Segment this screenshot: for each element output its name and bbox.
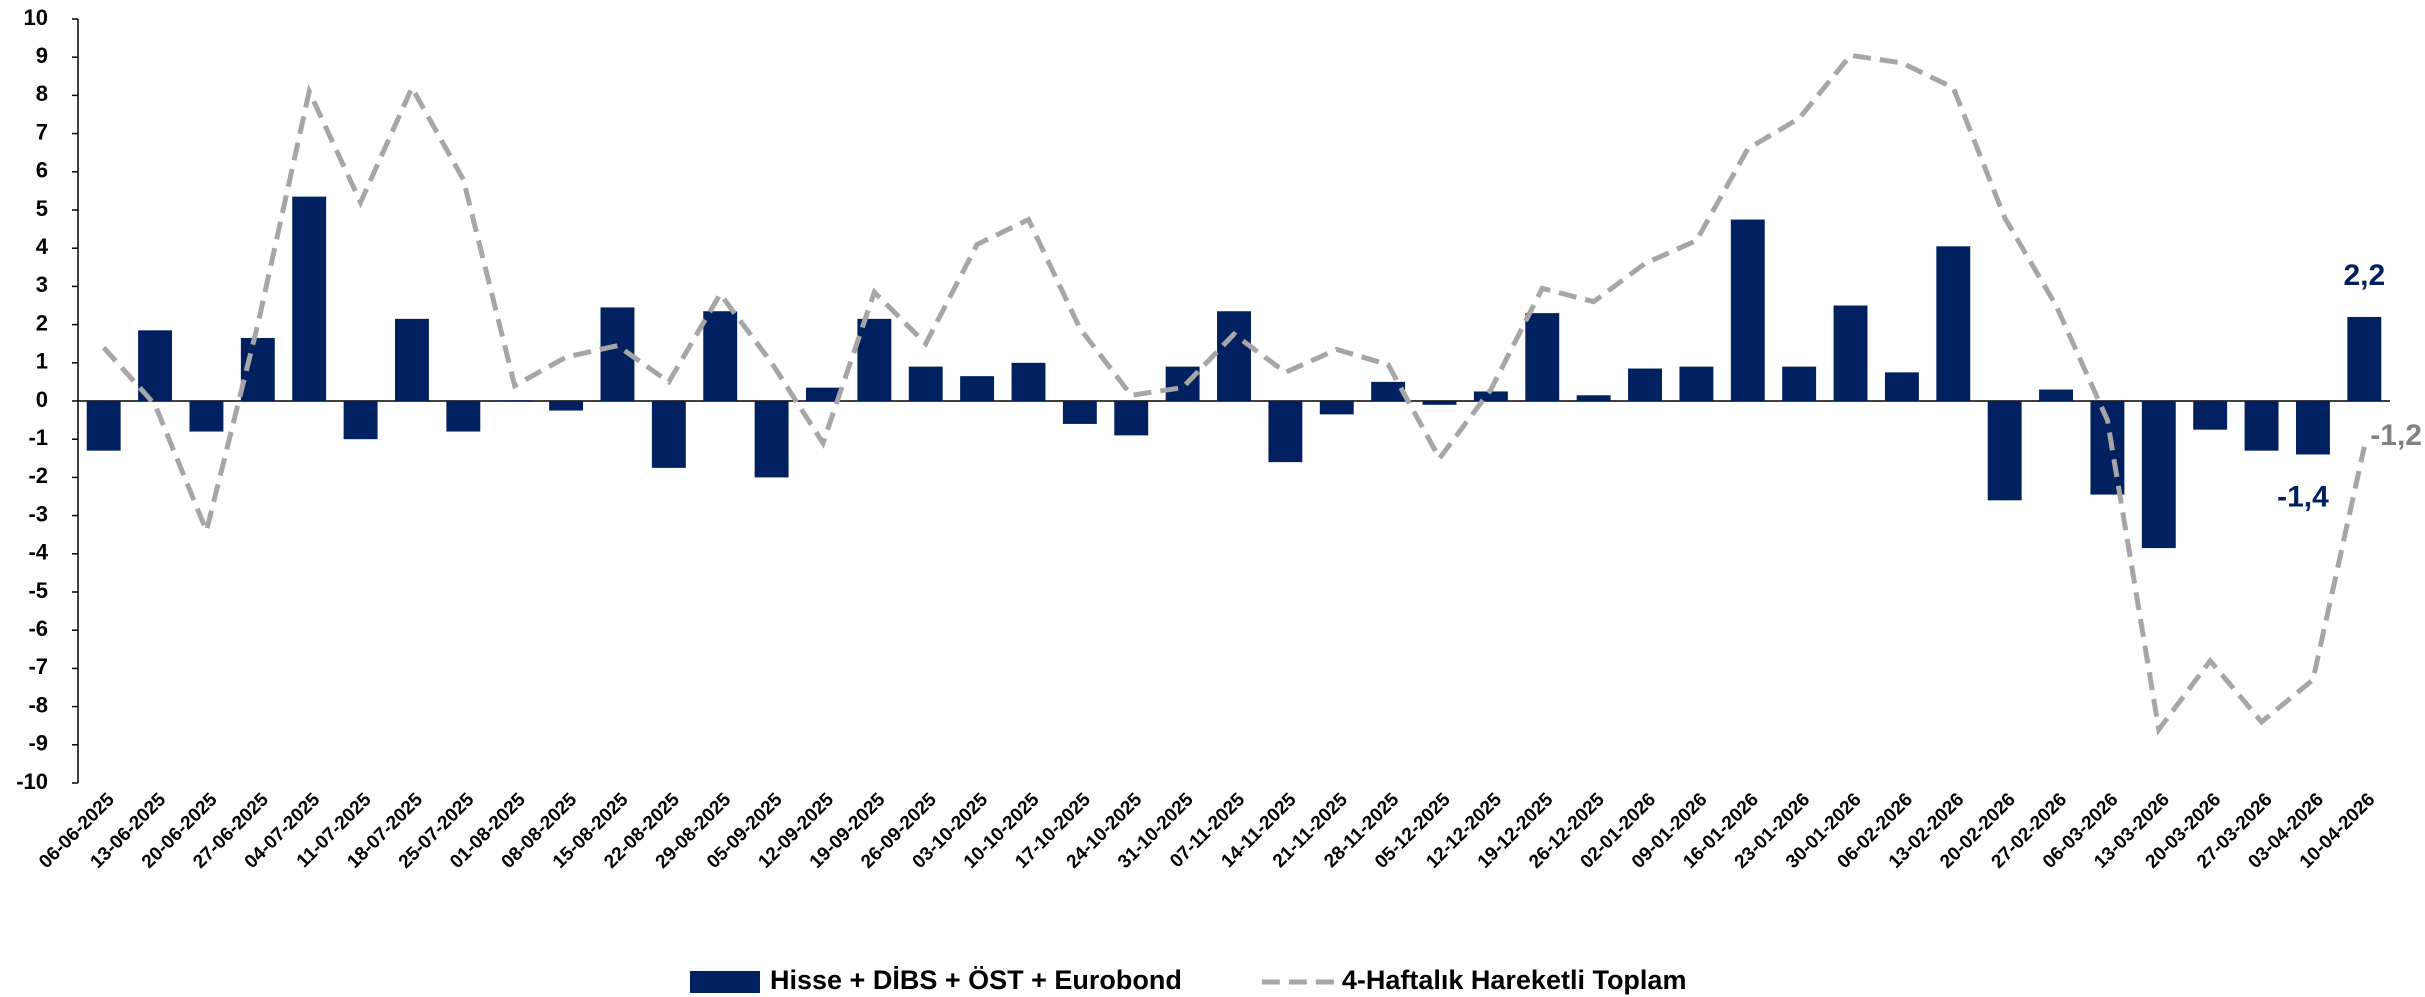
bar bbox=[1884, 372, 1919, 401]
bar bbox=[1525, 313, 1560, 401]
bar bbox=[343, 401, 378, 440]
bar bbox=[2347, 316, 2382, 401]
y-tick-label: -4 bbox=[28, 540, 48, 565]
bar bbox=[497, 400, 532, 401]
data-label: -1,2 bbox=[2370, 419, 2422, 452]
bar bbox=[395, 318, 429, 401]
bar bbox=[189, 401, 224, 432]
bar bbox=[2141, 401, 2176, 549]
bar bbox=[1936, 246, 1971, 401]
y-tick-label: 5 bbox=[36, 196, 48, 221]
bar bbox=[1217, 311, 1251, 401]
bar bbox=[1422, 401, 1457, 405]
bar bbox=[1473, 391, 1508, 401]
bar bbox=[1011, 362, 1046, 401]
bar bbox=[549, 401, 584, 411]
y-tick-label: -5 bbox=[28, 578, 48, 603]
y-tick-label: -8 bbox=[28, 692, 48, 717]
y-tick-label: -6 bbox=[28, 616, 48, 641]
legend-swatch bbox=[690, 971, 760, 993]
line bbox=[101, 52, 2367, 736]
bar bbox=[1319, 401, 1354, 415]
y-tick-label: 0 bbox=[36, 387, 48, 412]
bar bbox=[1987, 401, 2022, 501]
bar bbox=[1371, 381, 1406, 401]
bar bbox=[1782, 366, 1817, 401]
bar bbox=[1628, 368, 1662, 401]
data-label: 2,2 bbox=[2343, 259, 2385, 292]
y-tick-label: 3 bbox=[36, 272, 48, 297]
bar bbox=[703, 311, 738, 401]
y-tick-label: -2 bbox=[28, 463, 48, 488]
bar bbox=[806, 387, 840, 401]
y-tick-label: -1 bbox=[28, 425, 48, 450]
y-tick-label: -10 bbox=[16, 769, 48, 794]
bar bbox=[2244, 401, 2279, 451]
bar bbox=[857, 318, 892, 401]
y-tick-label: 7 bbox=[36, 119, 48, 144]
bar bbox=[1268, 401, 1303, 463]
bar bbox=[2039, 389, 2073, 401]
bar bbox=[1576, 395, 1611, 401]
bar bbox=[651, 401, 686, 468]
bar bbox=[754, 401, 789, 478]
data-label: -1,4 bbox=[2277, 480, 2329, 513]
bar bbox=[960, 376, 995, 401]
bar bbox=[2295, 401, 2330, 455]
bar bbox=[2193, 401, 2228, 430]
y-tick-label: 4 bbox=[36, 234, 49, 259]
bar bbox=[1114, 401, 1149, 436]
y-tick-label: -7 bbox=[28, 654, 48, 679]
y-tick-label: 2 bbox=[36, 310, 48, 335]
y-tick-label: 6 bbox=[36, 158, 48, 183]
bar bbox=[1833, 305, 1868, 401]
y-tick-label: 8 bbox=[36, 81, 48, 106]
bar bbox=[1062, 401, 1097, 424]
bar bbox=[86, 401, 121, 451]
bar bbox=[1730, 219, 1765, 401]
bar bbox=[292, 196, 327, 401]
bar bbox=[446, 401, 481, 432]
y-tick-label: -9 bbox=[28, 731, 48, 756]
y-tick-label: -3 bbox=[28, 501, 48, 526]
bar bbox=[1679, 366, 1714, 401]
y-tick-label: 1 bbox=[36, 349, 48, 374]
legend-label: 4-Haftalık Hareketli Toplam bbox=[1342, 965, 1687, 995]
y-tick-label: 10 bbox=[24, 5, 48, 30]
legend-label: Hisse + DİBS + ÖST + Eurobond bbox=[770, 965, 1182, 995]
y-tick-label: 9 bbox=[36, 43, 48, 68]
bar bbox=[908, 366, 943, 401]
